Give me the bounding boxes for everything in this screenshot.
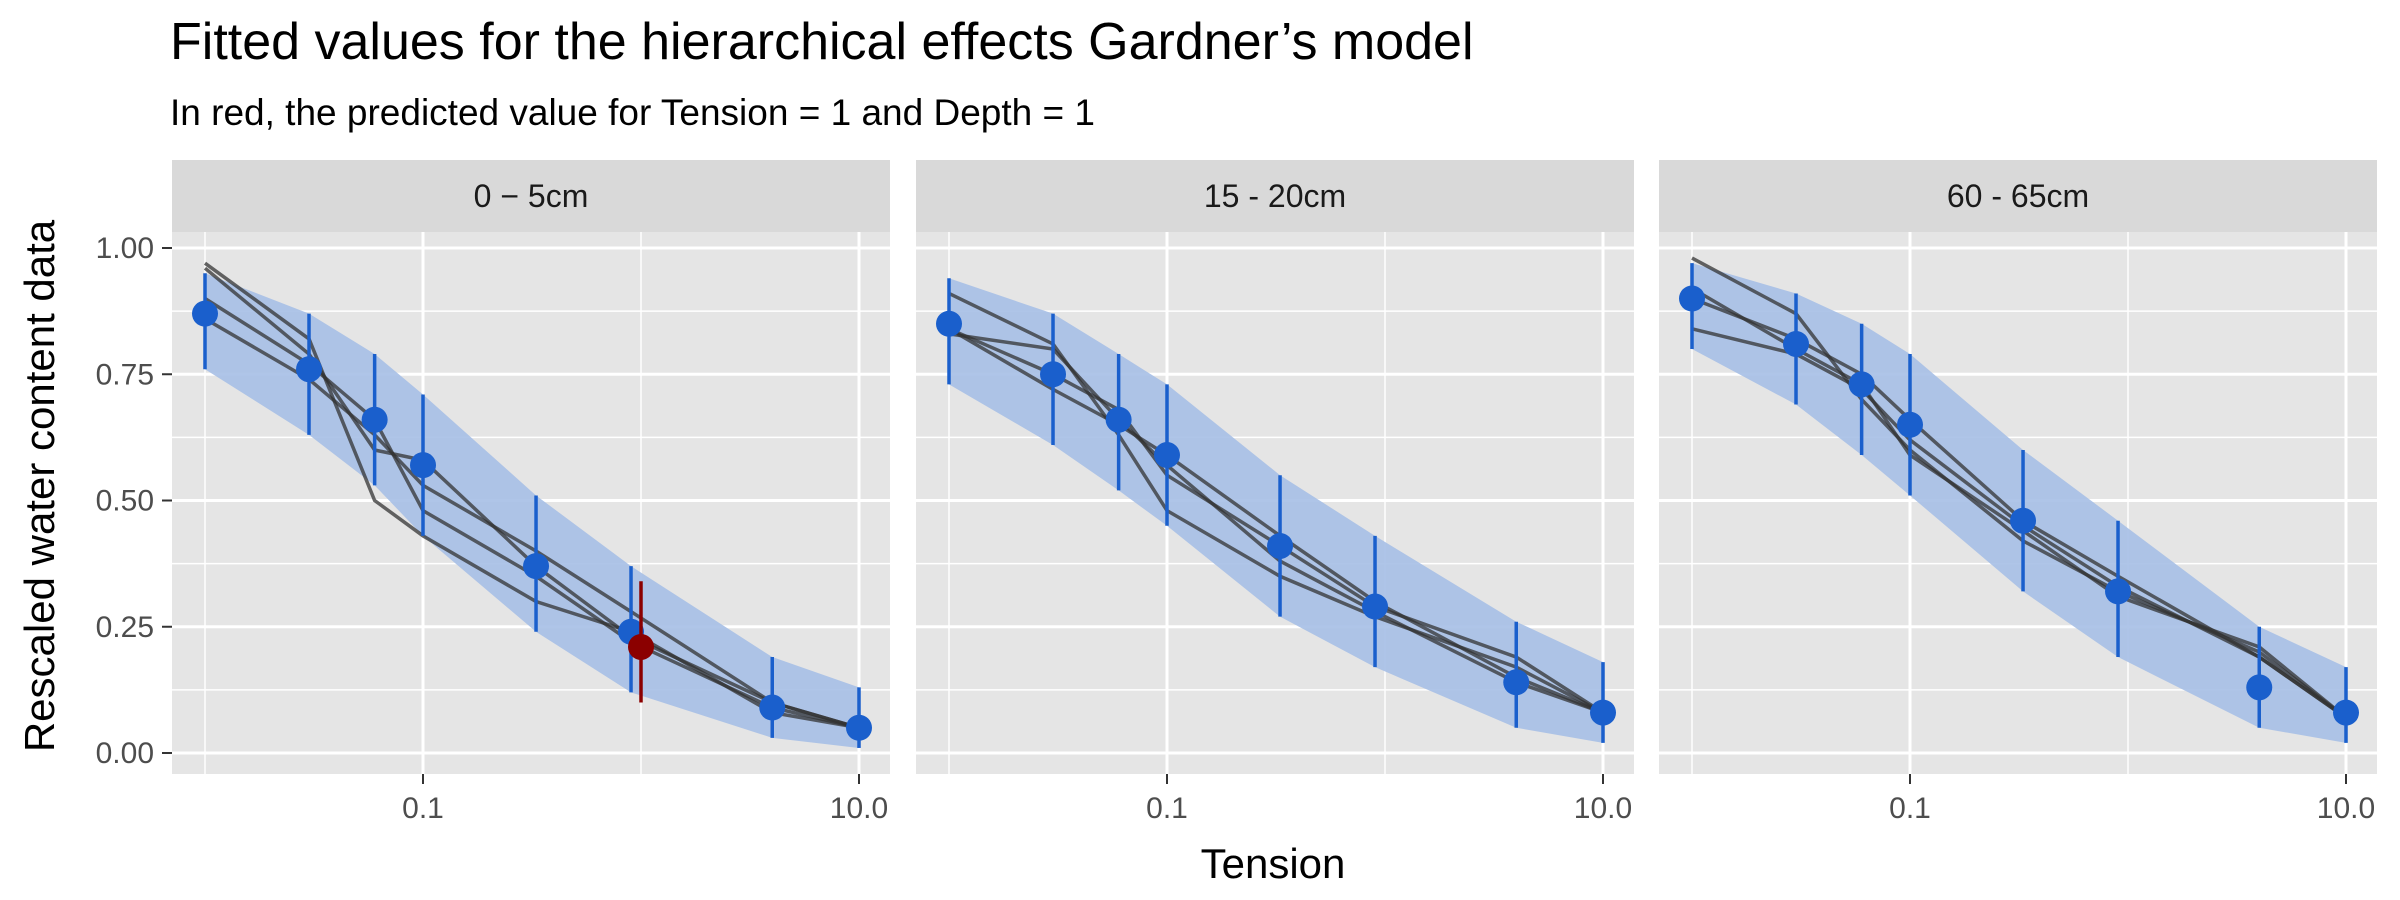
observed-line [1691,286,2348,720]
panels: 0 − 5cm 0.1 10.0 15 - 20cm 0.1 10.0 60 - 65cm 0… [172,160,2377,825]
fitted-point [1105,406,1132,433]
x-tick-label: 0.1 [402,792,444,825]
fitted-point [2246,674,2273,701]
fitted-point [1154,442,1180,469]
fitted-point [296,356,323,383]
facet-strip-label: 0 − 5cm [474,178,589,214]
observed-line [204,317,860,730]
fitted-point [1267,532,1294,559]
fitted-point [1848,371,1875,398]
observed-line [948,332,1604,715]
fitted-point [1503,669,1530,696]
observed-line [948,327,1604,715]
facet-panel: 15 - 20cm 0.1 10.0 [916,160,1634,825]
x-tick-label: 10.0 [2317,792,2375,825]
facet-strip [916,160,1634,232]
fitted-point [759,694,786,721]
y-tick-label: 1.00 [96,232,154,265]
fitted-point [2105,578,2132,605]
highlight-point [628,633,654,660]
x-axis-title: Tension [1201,840,1346,887]
credible-ribbon [205,273,859,748]
fitted-point [936,310,962,337]
facet-panel: 0 − 5cm 0.1 10.0 [172,160,890,825]
chart-subtitle: In red, the predicted value for Tension … [170,92,1095,133]
y-tick-label: 0.00 [96,737,154,770]
x-tick-label: 0.1 [1889,792,1931,825]
facet-strip-label: 15 - 20cm [1204,178,1346,214]
x-tick-label: 0.1 [1146,792,1188,825]
fitted-point [192,300,218,327]
fitted-point [2333,699,2359,726]
fitted-point [523,553,550,580]
facet-strip [1659,160,2377,232]
fitted-point [1040,361,1067,388]
credible-ribbon [949,278,1603,743]
fitted-point [410,452,436,479]
fitted-point [1679,285,1705,312]
fitted-point [1897,411,1923,438]
chart-title: Fitted values for the hierarchical effec… [170,13,1474,71]
fitted-point [1783,330,1810,357]
y-tick-label: 0.25 [96,611,154,644]
y-axis: 0.00 0.25 0.50 0.75 1.00 [96,232,172,770]
y-tick-label: 0.75 [96,358,154,391]
fitted-point [1362,593,1389,620]
x-tick-label: 10.0 [830,792,888,825]
fitted-point [361,406,388,433]
fitted-point [846,714,872,741]
facet-strip [172,160,890,232]
y-tick-label: 0.50 [96,485,154,518]
fitted-point [1590,699,1616,726]
facet-strip-label: 60 - 65cm [1947,178,2089,214]
x-tick-label: 10.0 [1574,792,1632,825]
facet-panel: 60 - 65cm 0.1 10.0 [1659,160,2377,825]
fitted-point [2010,507,2037,534]
y-axis-title: Rescaled water content data [16,219,63,752]
